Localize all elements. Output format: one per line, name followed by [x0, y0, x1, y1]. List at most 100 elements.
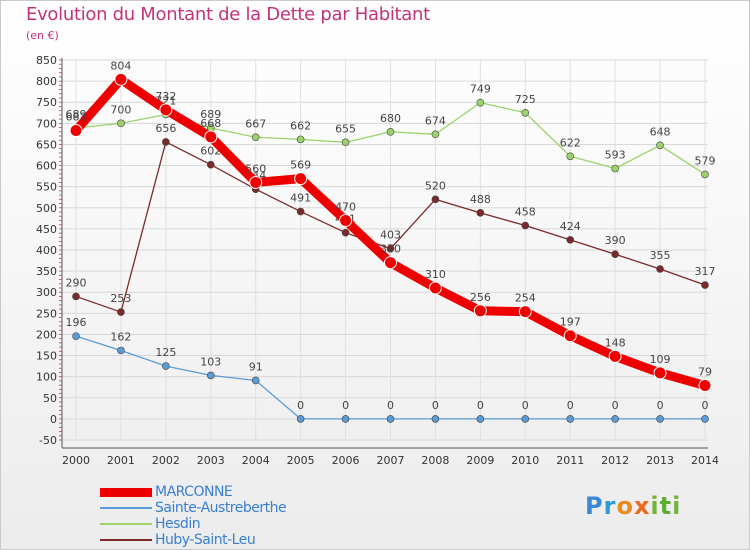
data-point [611, 164, 619, 173]
data-label: 256 [470, 291, 491, 304]
data-point [341, 228, 350, 237]
data-point [162, 362, 170, 370]
y-tick-label: 650 [36, 138, 57, 151]
data-label: 91 [249, 360, 263, 373]
data-label: 491 [290, 192, 311, 205]
data-label: 732 [155, 90, 176, 103]
y-tick-label: 800 [36, 75, 57, 88]
data-label: 109 [650, 353, 671, 366]
y-tick-label: 400 [36, 244, 57, 257]
data-point [251, 133, 260, 142]
data-label: 254 [515, 292, 536, 305]
x-tick-label: 2008 [421, 454, 449, 467]
x-tick-label: 2004 [242, 454, 270, 467]
data-point [566, 152, 575, 161]
x-tick-label: 2006 [332, 454, 360, 467]
data-point [701, 170, 709, 179]
y-tick-label: 750 [36, 96, 57, 109]
data-label: 370 [380, 243, 401, 256]
data-point [476, 209, 485, 217]
data-point [701, 281, 709, 289]
data-label: 488 [470, 193, 491, 206]
data-label: 680 [380, 112, 401, 125]
data-point [656, 415, 664, 423]
data-label: 197 [560, 316, 581, 329]
legend-label: MARCONNE [155, 484, 233, 500]
x-tick-label: 2011 [556, 454, 584, 467]
data-label: 689 [200, 108, 221, 121]
data-label: 470 [335, 200, 356, 213]
legend-swatch [100, 539, 152, 541]
data-point [656, 265, 664, 273]
data-label: 310 [425, 268, 446, 281]
data-point [72, 332, 80, 340]
data-point [384, 256, 397, 270]
data-label: 655 [335, 122, 356, 135]
data-label: 804 [110, 59, 131, 72]
y-tick-label: 50 [43, 392, 57, 405]
y-tick-label: 200 [36, 328, 57, 341]
data-label: 0 [567, 399, 574, 412]
data-point [653, 366, 667, 380]
unit-label: (en €) [26, 29, 59, 42]
data-label: 0 [387, 399, 394, 412]
data-point [296, 135, 305, 144]
data-point [566, 236, 575, 244]
data-label: 622 [560, 136, 581, 149]
data-label: 0 [342, 399, 349, 412]
legend-swatch [100, 523, 152, 525]
x-tick-label: 2012 [601, 454, 629, 467]
data-label: 569 [290, 159, 311, 172]
data-point [611, 415, 619, 423]
data-label: 560 [245, 162, 266, 175]
data-point [518, 305, 532, 319]
x-tick-label: 2001 [107, 454, 135, 467]
data-point [296, 207, 305, 216]
legend-label: Huby-Saint-Leu [155, 532, 256, 548]
data-label: 458 [515, 206, 536, 219]
data-label: 662 [290, 119, 311, 132]
y-tick-label: 150 [36, 350, 57, 363]
data-point [431, 415, 440, 423]
data-label: 0 [522, 399, 529, 412]
x-tick-label: 2007 [377, 454, 405, 467]
data-point [611, 250, 619, 259]
x-tick-label: 2005 [287, 454, 315, 467]
data-label: 674 [425, 114, 446, 127]
data-point [476, 415, 485, 423]
x-tick-label: 2013 [646, 454, 674, 467]
data-point [72, 292, 80, 301]
x-tick-label: 2014 [691, 454, 719, 467]
data-label: 125 [155, 346, 176, 359]
data-label: 0 [297, 399, 304, 412]
data-point [341, 138, 350, 147]
data-label: 148 [605, 336, 626, 349]
chart-title: Evolution du Montant de la Dette par Hab… [26, 4, 430, 25]
data-label: 390 [605, 234, 626, 247]
data-point [206, 160, 215, 169]
x-tick-label: 2000 [62, 454, 90, 467]
data-label: 317 [695, 265, 716, 278]
data-point [563, 329, 577, 343]
y-tick-label: 500 [36, 202, 57, 215]
x-tick-label: 2002 [152, 454, 180, 467]
data-point [698, 379, 712, 393]
data-label: 196 [66, 316, 87, 329]
legend-label: Hesdin [155, 516, 201, 532]
data-label: 0 [432, 399, 439, 412]
y-tick-label: -50 [39, 434, 57, 447]
y-tick-label: 850 [36, 54, 57, 67]
data-label: 593 [605, 149, 626, 162]
y-tick-label: 250 [36, 307, 57, 320]
data-point [521, 415, 530, 423]
data-point [431, 130, 440, 139]
data-label: 520 [425, 179, 446, 192]
data-label: 667 [245, 117, 266, 130]
data-point [339, 213, 353, 227]
x-tick-label: 2003 [197, 454, 225, 467]
data-point [117, 119, 125, 128]
data-label: 0 [657, 399, 664, 412]
y-tick-label: 0 [50, 413, 57, 426]
x-tick-label: 2010 [511, 454, 539, 467]
